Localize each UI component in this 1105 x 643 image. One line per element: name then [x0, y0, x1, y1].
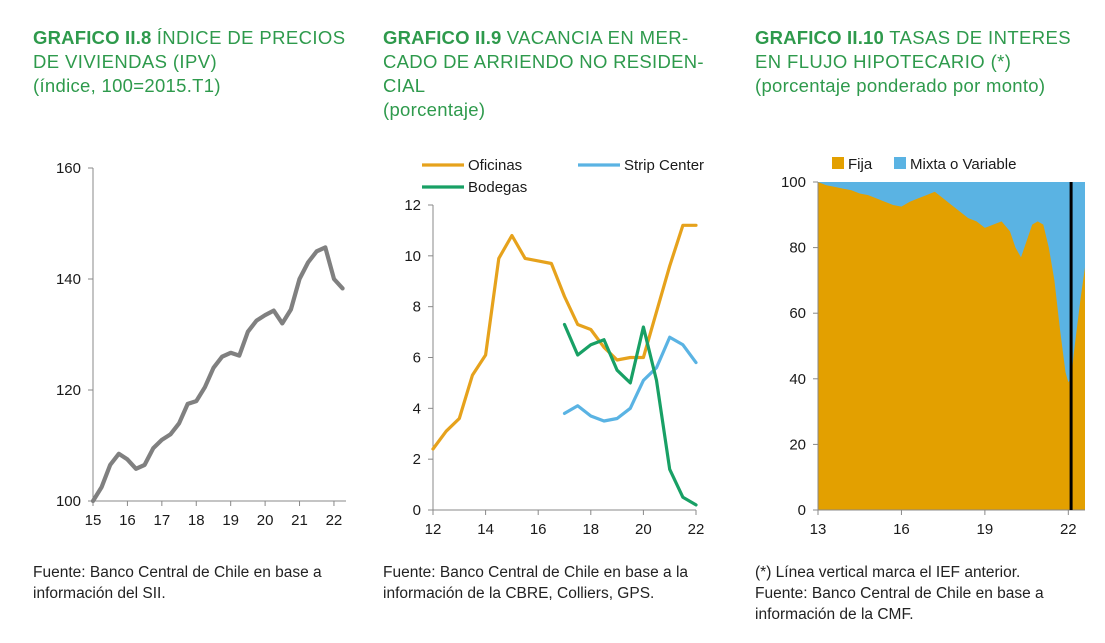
chart-note: (*) Línea vertical marca el IEF anterior… — [755, 564, 1021, 581]
chart-source: (*) Línea vertical marca el IEF anterior… — [755, 562, 1100, 625]
y-tick-label: 10 — [404, 248, 421, 265]
y-tick-label: 2 — [413, 451, 421, 468]
legend-fija-label: Fija — [848, 156, 873, 173]
x-tick-label: 20 — [257, 512, 274, 529]
y-tick-label: 0 — [413, 502, 421, 519]
y-tick-label: 20 — [789, 436, 806, 453]
x-tick-label: 18 — [582, 521, 599, 538]
y-tick-label: 160 — [56, 160, 81, 177]
chart-number: GRAFICO II.10 — [755, 27, 885, 48]
legend-oficinas-label: Oficinas — [468, 157, 522, 174]
x-tick-label: 19 — [222, 512, 239, 529]
x-tick-label: 21 — [291, 512, 308, 529]
y-tick-label: 8 — [413, 299, 421, 316]
legend-strip-center-label: Strip Center — [624, 157, 704, 174]
chart-title-text: ÍNDICE DE PRECIOS DE VIVIENDAS (IPV) — [33, 27, 346, 72]
legend-fija-swatch — [832, 157, 844, 169]
y-tick-label: 100 — [781, 174, 806, 191]
series-line-strip-center — [562, 335, 698, 423]
y-tick-label: 140 — [56, 271, 81, 288]
chart-subtitle: (porcentaje) — [383, 99, 486, 120]
chart-panel-tasas: GRAFICO II.10 TASAS DE INTERES EN FLUJO … — [740, 0, 1105, 643]
chart-panel-ipv: GRAFICO II.8 ÍNDICE DE PRECIOS DE VIVIEN… — [0, 0, 370, 643]
chart-title: GRAFICO II.9 VACANCIA EN MER- CADO DE AR… — [383, 26, 734, 122]
chart-panel-vacancia: GRAFICO II.9 VACANCIA EN MER- CADO DE AR… — [370, 0, 740, 643]
y-tick-label: 40 — [789, 371, 806, 388]
y-tick-label: 80 — [789, 240, 806, 257]
x-tick-label: 22 — [688, 521, 705, 538]
chart-title-line-1: VACANCIA EN MER- — [506, 27, 689, 48]
chart-source: Fuente: Banco Central de Chile en base a… — [33, 564, 322, 602]
x-tick-label: 15 — [85, 512, 102, 529]
y-tick-label: 4 — [413, 400, 421, 417]
chart-subtitle: (porcentaje ponderado por monto) — [755, 75, 1046, 96]
y-tick-label: 6 — [413, 350, 421, 367]
x-tick-label: 16 — [119, 512, 136, 529]
x-tick-label: 17 — [153, 512, 170, 529]
chart-number: GRAFICO II.8 — [33, 27, 152, 48]
x-tick-label: 20 — [635, 521, 652, 538]
legend-mixta-label: Mixta o Variable — [910, 156, 1016, 173]
y-tick-label: 0 — [798, 502, 806, 519]
chart-title: GRAFICO II.8 ÍNDICE DE PRECIOS DE VIVIEN… — [33, 26, 364, 98]
x-tick-label: 16 — [530, 521, 547, 538]
y-tick-label: 12 — [404, 197, 421, 214]
x-tick-label: 19 — [977, 521, 994, 538]
y-tick-label: 120 — [56, 382, 81, 399]
chart-subtitle: (índice, 100=2015.T1) — [33, 75, 221, 96]
chart-source: Fuente: Banco Central de Chile en base a… — [383, 564, 689, 602]
y-tick-label: 60 — [789, 305, 806, 322]
area-chart-tasas: 0 20 40 60 80 100 13 16 19 22 Fija Mixta o Variable — [781, 156, 1085, 538]
chart-title-text: TASAS DE INTERES EN FLUJO HIPOTECARIO (*… — [755, 27, 1072, 72]
chart-source-line: Fuente: Banco Central de Chile en base a… — [755, 585, 1044, 623]
legend-bodegas-label: Bodegas — [468, 179, 527, 196]
chart-number: GRAFICO II.9 — [383, 27, 502, 48]
line-chart-vacancia: 0 2 4 6 8 10 12 12 14 16 18 20 22 Oficinas Strip Cente… — [404, 157, 705, 538]
x-tick-label: 14 — [477, 521, 494, 538]
x-tick-label: 22 — [326, 512, 343, 529]
area-fija — [818, 182, 1085, 510]
line-chart-ipv: 100 120 140 160 15 16 17 18 19 20 21 22 — [56, 160, 346, 529]
x-tick-label: 12 — [425, 521, 442, 538]
x-tick-label: 16 — [893, 521, 910, 538]
x-tick-label: 22 — [1060, 521, 1077, 538]
chart-title: GRAFICO II.10 TASAS DE INTERES EN FLUJO … — [755, 26, 1099, 98]
series-line-bodegas — [562, 322, 698, 507]
x-tick-label: 13 — [810, 521, 827, 538]
legend-mixta-swatch — [894, 157, 906, 169]
chart-title-line-3: CIAL — [383, 75, 426, 96]
x-tick-label: 18 — [188, 512, 205, 529]
y-tick-label: 100 — [56, 493, 81, 510]
chart-title-line-2: CADO DE ARRIENDO NO RESIDEN- — [383, 51, 704, 72]
series-line-oficinas — [431, 223, 698, 451]
series-line-ipv — [90, 245, 345, 504]
